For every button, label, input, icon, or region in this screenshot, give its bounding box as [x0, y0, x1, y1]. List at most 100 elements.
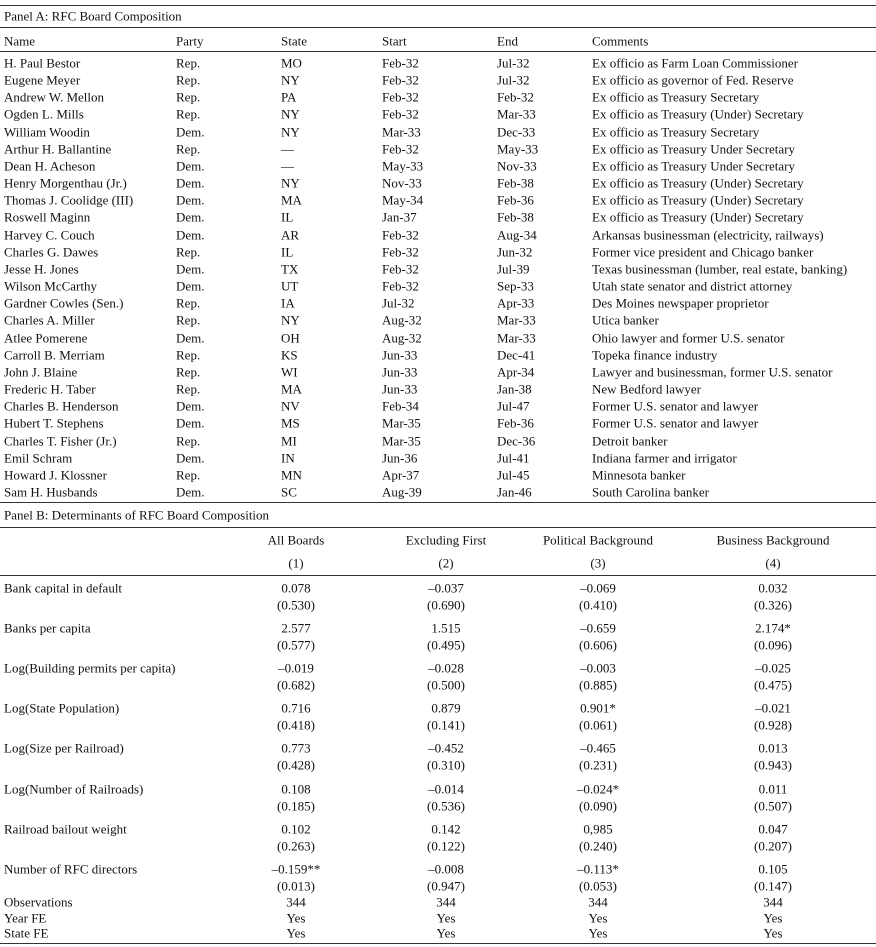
table-cell: New Bedford lawyer — [592, 381, 702, 397]
table-cell: IL — [281, 209, 294, 225]
table-cell: Feb-32 — [382, 89, 419, 105]
standard-error: (0.606) — [579, 637, 617, 653]
table-cell: UT — [281, 278, 299, 294]
table-cell: Yes — [588, 925, 608, 941]
coefficient: –0.452 — [428, 740, 464, 756]
table-cell: Jul-41 — [497, 450, 530, 466]
column-number: (3) — [590, 555, 606, 571]
standard-error: (0.928) — [754, 717, 792, 733]
table-cell: Andrew W. Mellon — [4, 89, 105, 105]
table-cell: Rep. — [176, 89, 201, 105]
table-cell: NY — [281, 175, 300, 191]
standard-error: (0.410) — [579, 597, 617, 613]
table-cell: Apr-33 — [497, 295, 535, 311]
column-header: State — [281, 33, 307, 49]
table-cell: NY — [281, 312, 300, 328]
table-cell: IL — [281, 244, 294, 260]
coefficient: 0.105 — [758, 861, 788, 877]
coefficient: –0.008 — [428, 861, 464, 877]
table-cell: Rep. — [176, 244, 201, 260]
table-cell: Aug-32 — [382, 312, 422, 328]
row-label: Log(Number of Railroads) — [4, 781, 144, 796]
table-cell: — — [281, 141, 294, 157]
table-cell: Feb-32 — [382, 55, 419, 71]
table-cell: Dem. — [176, 158, 205, 174]
table-cell: Nov-33 — [497, 158, 537, 174]
table-cell: Ex officio as Treasury (Under) Secretary — [592, 175, 804, 191]
table-cell: Charles G. Dawes — [4, 244, 99, 260]
coefficient: 0.047 — [758, 821, 788, 837]
standard-error: (0.326) — [754, 597, 792, 613]
table-cell: Henry Morgenthau (Jr.) — [4, 175, 127, 191]
table-cell: Apr-37 — [382, 467, 420, 483]
table-cell: Ex officio as Farm Loan Commissioner — [592, 55, 798, 71]
table-cell: Sep-33 — [497, 278, 534, 294]
table-cell: Rep. — [176, 55, 201, 71]
column-header: Party — [176, 33, 204, 49]
table-cell: MI — [281, 433, 297, 449]
table-cell: Des Moines newspaper proprietor — [592, 295, 769, 311]
column-number: (1) — [288, 555, 304, 571]
table-cell: Dem. — [176, 278, 205, 294]
table-cell: Dem. — [176, 227, 205, 243]
rule — [0, 943, 876, 944]
coefficient: –0.659 — [580, 620, 616, 636]
table-cell: Feb-32 — [382, 72, 419, 88]
table-cell: WI — [281, 364, 298, 380]
table-cell: Aug-34 — [497, 227, 537, 243]
column-number: (2) — [438, 555, 454, 571]
table-cell: Atlee Pomerene — [4, 330, 88, 346]
table-cell: Rep. — [176, 72, 201, 88]
table-cell: Feb-38 — [497, 175, 534, 191]
table-cell: OH — [281, 330, 300, 346]
table-cell: Jul-47 — [497, 398, 530, 414]
table-cell: Feb-32 — [382, 261, 419, 277]
table-cell: Dem. — [176, 175, 205, 191]
row-label: Year FE — [4, 910, 47, 925]
table-cell: Wilson McCarthy — [4, 278, 97, 294]
table-cell: Yes — [763, 925, 783, 941]
standard-error: (0.147) — [754, 878, 792, 894]
table-cell: 344 — [436, 894, 456, 910]
table-cell: NY — [281, 124, 300, 140]
table-cell: 344 — [763, 894, 783, 910]
table-cell: PA — [281, 89, 297, 105]
standard-error: (0.530) — [277, 597, 315, 613]
table-cell: Feb-36 — [497, 192, 534, 208]
standard-error: (0.885) — [579, 677, 617, 693]
table-cell: Rep. — [176, 364, 201, 380]
table-cell: Yes — [763, 910, 783, 925]
coefficient: –0.025 — [755, 660, 791, 676]
table-cell: Jun-33 — [382, 381, 418, 397]
coefficient: –0.024* — [576, 781, 620, 796]
row-label: Log(State Population) — [4, 700, 120, 716]
table-cell: Feb-32 — [382, 227, 419, 243]
table-cell: Mar-33 — [497, 312, 536, 328]
table-cell: Dem. — [176, 415, 205, 431]
rule — [0, 527, 876, 528]
table-cell: Charles B. Henderson — [4, 398, 119, 414]
standard-error: (0.577) — [277, 637, 315, 653]
table-cell: Feb-34 — [382, 398, 419, 414]
table-cell: Dec-41 — [497, 347, 536, 363]
table-cell: NV — [281, 398, 300, 414]
coefficient: –0.159** — [271, 861, 321, 877]
coefficient: –0.037 — [428, 580, 464, 596]
table-cell: Ex officio as Treasury (Under) Secretary — [592, 192, 804, 208]
table-cell: NY — [281, 106, 300, 122]
table-cell: Dem. — [176, 261, 205, 277]
coefficient: 0.879 — [431, 700, 461, 716]
table-cell: Jesse H. Jones — [4, 261, 79, 277]
row-label: Banks per capita — [4, 620, 91, 636]
table-cell: Dem. — [176, 450, 205, 466]
table-cell: Yes — [436, 925, 456, 941]
table-cell: Dem. — [176, 209, 205, 225]
coefficient: 0.078 — [281, 580, 311, 596]
table-cell: Eugene Meyer — [4, 72, 81, 88]
table-cell: Rep. — [176, 347, 201, 363]
standard-error: (0.536) — [427, 798, 465, 813]
table-cell: Texas businessman (lumber, real estate, … — [592, 261, 848, 277]
column-header: Political Background — [542, 532, 654, 548]
table-cell: Yes — [436, 910, 456, 925]
standard-error: (0.263) — [277, 838, 315, 854]
